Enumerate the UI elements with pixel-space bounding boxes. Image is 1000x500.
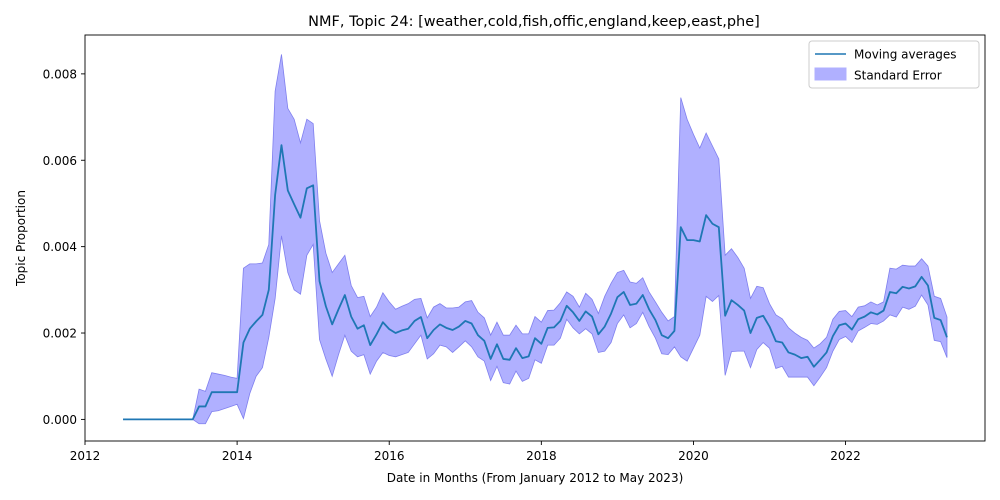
legend-label-moving-averages: Moving averages bbox=[854, 48, 957, 62]
x-tick-label: 2014 bbox=[222, 449, 253, 463]
legend: Moving averages Standard Error bbox=[808, 40, 980, 89]
y-axis-title: Topic Proportion bbox=[14, 190, 28, 287]
legend-band-swatch bbox=[814, 67, 847, 81]
legend-label-standard-error: Standard Error bbox=[854, 69, 942, 83]
y-tick-label: 0.008 bbox=[43, 67, 77, 81]
x-tick-label: 2022 bbox=[830, 449, 861, 463]
x-tick-label: 2018 bbox=[526, 449, 557, 463]
y-tick-label: 0.004 bbox=[43, 240, 77, 254]
moving-average-line bbox=[123, 144, 948, 421]
y-tick-label: 0.000 bbox=[43, 413, 77, 427]
y-tick-label: 0.006 bbox=[43, 154, 77, 168]
x-tick-label: 2016 bbox=[374, 449, 405, 463]
plot-area bbox=[123, 54, 948, 425]
standard-error-band bbox=[123, 54, 948, 425]
x-tick-label: 2020 bbox=[678, 449, 709, 463]
legend-box bbox=[808, 40, 980, 89]
x-axis: 2012 2014 2016 2018 2020 2022 bbox=[70, 441, 861, 463]
y-tick-label: 0.002 bbox=[43, 327, 77, 341]
y-axis: 0.000 0.002 0.004 0.006 0.008 bbox=[43, 67, 85, 427]
x-axis-title: Date in Months (From January 2012 to May… bbox=[387, 471, 684, 485]
x-tick-label: 2012 bbox=[70, 449, 101, 463]
chart-title: NMF, Topic 24: [weather,cold,fish,offic,… bbox=[308, 14, 760, 30]
axes-frame bbox=[84, 34, 986, 442]
